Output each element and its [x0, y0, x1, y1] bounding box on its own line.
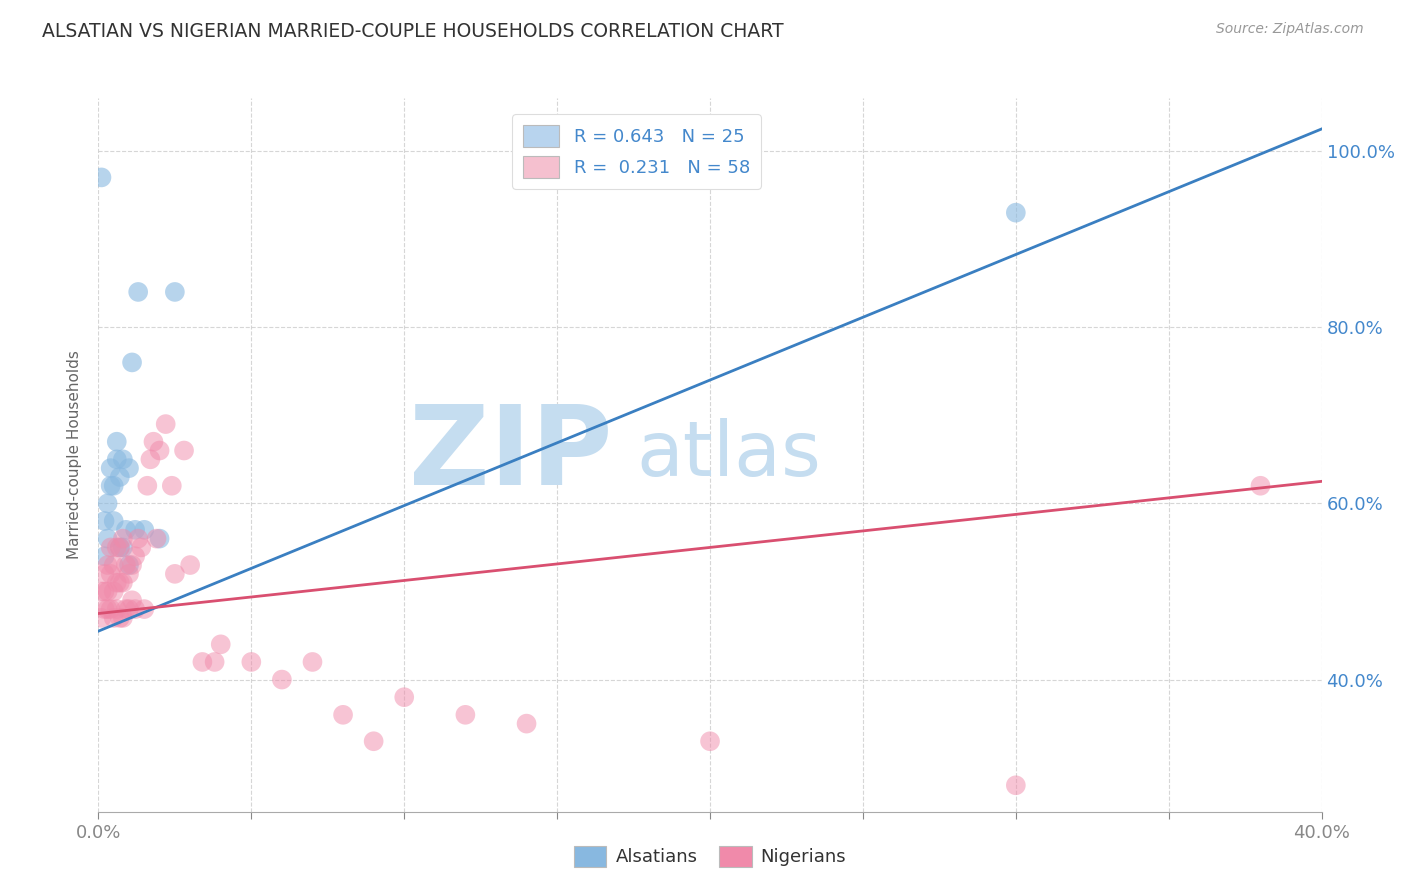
Text: atlas: atlas: [637, 418, 821, 491]
Point: [111, 541, 134, 555]
Point: [103, 479, 125, 493]
Point: [111, 532, 134, 546]
Point: [127, 285, 149, 299]
Legend: Alsatians, Nigerians: Alsatians, Nigerians: [567, 838, 853, 874]
Point: [90, 611, 112, 625]
Point: [108, 470, 131, 484]
Legend: R = 0.643   N = 25, R =  0.231   N = 58: R = 0.643 N = 25, R = 0.231 N = 58: [512, 114, 761, 189]
Point: [100, 479, 122, 493]
Point: [105, 434, 128, 449]
Point: [100, 461, 122, 475]
Point: [270, 673, 292, 687]
Point: [134, 523, 156, 537]
Point: [93, 549, 115, 564]
Point: [332, 707, 354, 722]
Point: [93, 566, 115, 581]
Point: [103, 558, 125, 572]
Point: [392, 690, 416, 705]
Point: [240, 655, 263, 669]
Point: [93, 602, 115, 616]
Point: [105, 575, 128, 590]
Point: [103, 611, 125, 625]
Point: [111, 452, 134, 467]
Point: [699, 734, 721, 748]
Point: [93, 514, 115, 528]
Point: [97, 602, 120, 616]
Point: [160, 479, 183, 493]
Point: [124, 602, 146, 616]
Point: [1004, 205, 1026, 219]
Point: [118, 566, 141, 581]
Point: [97, 532, 120, 546]
Point: [134, 602, 156, 616]
Point: [149, 532, 172, 546]
Point: [142, 434, 165, 449]
Point: [111, 611, 134, 625]
Point: [516, 716, 538, 731]
Point: [100, 566, 122, 581]
Point: [124, 523, 146, 537]
Point: [90, 170, 112, 185]
Text: ALSATIAN VS NIGERIAN MARRIED-COUPLE HOUSEHOLDS CORRELATION CHART: ALSATIAN VS NIGERIAN MARRIED-COUPLE HOUS…: [42, 22, 783, 41]
Point: [121, 558, 143, 572]
Point: [163, 285, 186, 299]
Point: [100, 541, 122, 555]
Point: [97, 558, 120, 572]
Point: [97, 496, 120, 510]
Point: [163, 566, 186, 581]
Point: [179, 558, 201, 572]
Point: [1249, 479, 1271, 493]
Point: [124, 549, 146, 564]
Point: [118, 602, 141, 616]
Point: [108, 541, 131, 555]
Point: [118, 461, 141, 475]
Point: [100, 602, 122, 616]
Text: Source: ZipAtlas.com: Source: ZipAtlas.com: [1216, 22, 1364, 37]
Text: ZIP: ZIP: [409, 401, 612, 508]
Point: [454, 707, 477, 722]
Point: [118, 558, 141, 572]
Point: [136, 479, 159, 493]
Point: [108, 611, 131, 625]
Point: [191, 655, 214, 669]
Point: [108, 541, 131, 555]
Point: [103, 514, 125, 528]
Point: [363, 734, 385, 748]
Point: [115, 523, 138, 537]
Point: [149, 443, 172, 458]
Point: [111, 575, 134, 590]
Point: [97, 584, 120, 599]
Point: [103, 584, 125, 599]
Point: [139, 452, 162, 467]
Point: [301, 655, 323, 669]
Point: [108, 575, 131, 590]
Point: [121, 593, 143, 607]
Point: [105, 602, 128, 616]
Point: [173, 443, 195, 458]
Y-axis label: Married-couple Households: Married-couple Households: [67, 351, 83, 559]
Point: [121, 355, 143, 369]
Point: [1004, 778, 1026, 792]
Point: [204, 655, 226, 669]
Point: [209, 637, 232, 651]
Point: [115, 602, 138, 616]
Point: [155, 417, 177, 431]
Point: [127, 532, 149, 546]
Point: [90, 584, 112, 599]
Point: [115, 558, 138, 572]
Point: [145, 532, 167, 546]
Point: [105, 452, 128, 467]
Point: [129, 541, 152, 555]
Point: [93, 584, 115, 599]
Point: [105, 541, 128, 555]
